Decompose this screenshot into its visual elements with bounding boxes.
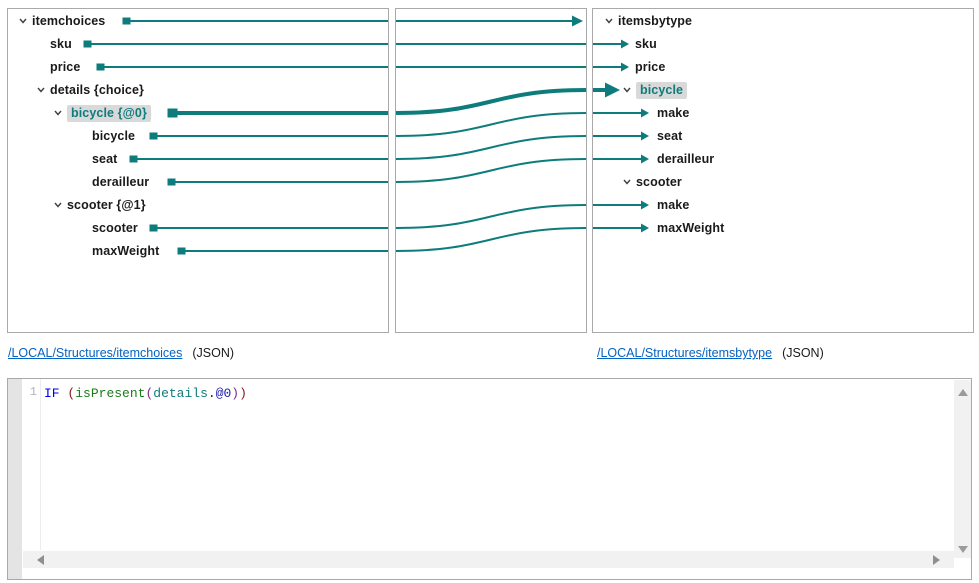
source-file-link[interactable]: /LOCAL/Structures/itemchoices — [8, 346, 183, 360]
tree-node-itemsbytype[interactable]: itemsbytype — [593, 10, 973, 32]
editor-gutter: 1 — [22, 379, 41, 550]
source-file-format: (JSON) — [192, 346, 235, 360]
tree-node-label: sku — [635, 37, 657, 51]
tree-node-bicycle[interactable]: bicycle — [593, 79, 973, 101]
arrowhead-derailleur — [641, 154, 649, 164]
tree-node-label: itemchoices — [32, 14, 106, 28]
mapping-wires-panel — [395, 8, 587, 333]
tree-node-label: details {choice} — [50, 83, 145, 97]
chevron-down-icon[interactable] — [621, 84, 633, 96]
tree-node-label-selected: bicycle — [636, 81, 688, 99]
vertical-scrollbar[interactable] — [954, 380, 971, 558]
target-file-row: /LOCAL/Structures/itemsbytype (JSON) — [597, 346, 824, 364]
target-wire-layer — [593, 39, 649, 233]
token-keyword: IF — [44, 386, 60, 401]
tree-node-label: scooter — [636, 175, 682, 189]
tree-node-derailleur[interactable]: derailleur — [8, 171, 388, 193]
editor-margin-strip — [8, 379, 22, 579]
tree-node-label: scooter {@1} — [67, 198, 146, 212]
map-curve-scooter-make[interactable] — [396, 204, 586, 229]
target-file-link[interactable]: /LOCAL/Structures/itemsbytype — [597, 346, 773, 360]
scroll-left-icon[interactable] — [37, 555, 44, 565]
arrowhead-seat — [641, 131, 649, 141]
arrowhead-itemsbytype — [572, 15, 583, 27]
arrowhead-price — [621, 62, 629, 72]
tree-node-derailleur[interactable]: derailleur — [593, 148, 973, 170]
scroll-right-icon[interactable] — [933, 555, 940, 565]
arrowhead-bicycle — [605, 82, 620, 98]
tree-node-label: price — [50, 60, 81, 74]
chevron-down-icon[interactable] — [52, 199, 64, 211]
tree-node-sku[interactable]: sku — [593, 33, 973, 55]
mapping-wire-layer — [396, 15, 586, 252]
tree-node-label: seat — [92, 152, 118, 166]
chevron-down-icon[interactable] — [621, 176, 633, 188]
chevron-down-icon[interactable] — [35, 84, 47, 96]
map-curve-maxweight[interactable] — [396, 227, 586, 252]
expression-editor[interactable]: 1 IF (isPresent(details.@0)) — [7, 378, 972, 580]
expression-code-line[interactable]: IF (isPresent(details.@0)) — [44, 385, 247, 402]
target-schema-panel: itemsbytype sku price bicycle make seat … — [592, 8, 974, 333]
token-paren-open-inner: ( — [145, 386, 154, 401]
tree-node-price[interactable]: price — [593, 56, 973, 78]
token-choice-index: @0 — [215, 386, 232, 401]
token-paren-close-outer: ) — [239, 386, 247, 401]
token-function: isPresent — [75, 386, 146, 401]
tree-node-scooter[interactable]: scooter — [593, 171, 973, 193]
tree-node-bicycle-choice[interactable]: bicycle {@0} — [8, 102, 388, 124]
tree-node-label: scooter — [92, 221, 138, 235]
tree-node-label: derailleur — [657, 152, 715, 166]
chevron-down-icon[interactable] — [17, 15, 29, 27]
tree-node-make[interactable]: make — [593, 102, 973, 124]
horizontal-scrollbar[interactable] — [23, 551, 954, 568]
target-file-format: (JSON) — [782, 346, 824, 360]
tree-node-label: make — [657, 198, 690, 212]
source-schema-panel: itemchoices sku price details {choice} b… — [7, 8, 389, 333]
tree-node-scooter-make[interactable]: make — [593, 194, 973, 216]
scroll-down-icon[interactable] — [958, 546, 968, 553]
tree-node-label: maxWeight — [92, 244, 160, 258]
chevron-down-icon[interactable] — [603, 15, 615, 27]
tree-node-scooter-choice[interactable]: scooter {@1} — [8, 194, 388, 216]
map-curve-derailleur[interactable] — [396, 158, 586, 183]
tree-node-label: sku — [50, 37, 72, 51]
tree-node-seat[interactable]: seat — [8, 148, 388, 170]
tree-node-price[interactable]: price — [8, 56, 388, 78]
tree-node-bicycle[interactable]: bicycle — [8, 125, 388, 147]
map-curve-bicycle-choice-selected[interactable] — [396, 88, 586, 115]
tree-node-sku[interactable]: sku — [8, 33, 388, 55]
tree-node-label: price — [635, 60, 666, 74]
tree-node-label: bicycle — [92, 129, 136, 143]
tree-node-seat[interactable]: seat — [593, 125, 973, 147]
source-wire-layer — [83, 17, 388, 255]
chevron-down-icon[interactable] — [52, 107, 64, 119]
token-field: details — [153, 386, 208, 401]
arrowhead-make — [641, 108, 649, 118]
arrowhead-scooter-make — [641, 200, 649, 210]
arrowhead-sku — [621, 39, 629, 49]
map-curve-seat[interactable] — [396, 135, 586, 160]
scroll-up-icon[interactable] — [958, 389, 968, 396]
tree-node-details-choice[interactable]: details {choice} — [8, 79, 388, 101]
tree-node-label: maxWeight — [657, 221, 725, 235]
token-dot: . — [207, 386, 216, 401]
tree-node-label: derailleur — [92, 175, 150, 189]
map-curve-bicycle-make[interactable] — [396, 112, 586, 137]
line-number: 1 — [29, 385, 37, 399]
tree-node-label-selected: bicycle {@0} — [67, 104, 151, 122]
tree-node-label: seat — [657, 129, 683, 143]
tree-node-maxweight[interactable]: maxWeight — [8, 240, 388, 262]
tree-node-label: itemsbytype — [618, 14, 693, 28]
tree-node-label: make — [657, 106, 690, 120]
tree-node-scooter[interactable]: scooter — [8, 217, 388, 239]
token-paren-close-inner: ) — [231, 386, 240, 401]
token-paren-open-outer: ( — [67, 386, 76, 401]
arrowhead-maxweight — [641, 223, 649, 233]
tree-node-itemchoices[interactable]: itemchoices — [8, 10, 388, 32]
tree-node-maxweight[interactable]: maxWeight — [593, 217, 973, 239]
source-file-row: /LOCAL/Structures/itemchoices (JSON) — [8, 346, 234, 364]
